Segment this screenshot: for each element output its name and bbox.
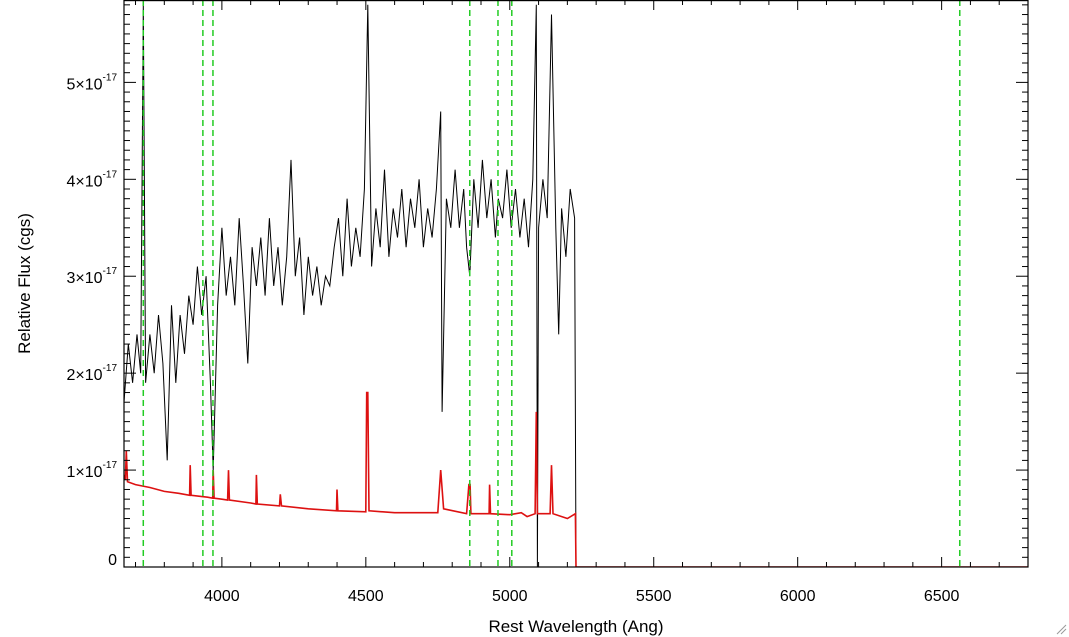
x-tick-labels: 4000 4500 5000 5500 6000 6500 xyxy=(204,588,959,605)
tick-marks xyxy=(124,0,1029,568)
y-tick-label: 3×10-17 xyxy=(67,266,118,287)
y-tick-label: 0 xyxy=(108,552,117,569)
plot-frame xyxy=(123,0,1029,568)
x-tick-label: 6500 xyxy=(924,588,960,605)
x-tick-label: 6000 xyxy=(780,588,816,605)
series-line-1 xyxy=(124,4,1028,567)
series-layer xyxy=(124,4,1028,567)
y-tick-label: 1×10-17 xyxy=(67,460,118,481)
reference-lines xyxy=(142,0,961,567)
resize-grip-icon[interactable] xyxy=(1055,623,1067,635)
series-line-2 xyxy=(124,391,1028,567)
y-tick-labels: 0 1×10-17 2×10-17 3×10-17 4×10-17 5×10-17 xyxy=(67,72,118,569)
x-tick-label: 4000 xyxy=(204,588,240,605)
x-tick-label: 5000 xyxy=(492,588,528,605)
y-axis-title: Relative Flux (cgs) xyxy=(15,213,34,354)
x-tick-label: 5500 xyxy=(636,588,672,605)
x-axis-title: Rest Wavelength (Ang) xyxy=(488,617,663,636)
y-tick-label: 5×10-17 xyxy=(67,72,118,93)
x-tick-label: 4500 xyxy=(348,588,384,605)
y-tick-label: 2×10-17 xyxy=(67,363,118,384)
y-tick-label: 4×10-17 xyxy=(67,169,118,190)
